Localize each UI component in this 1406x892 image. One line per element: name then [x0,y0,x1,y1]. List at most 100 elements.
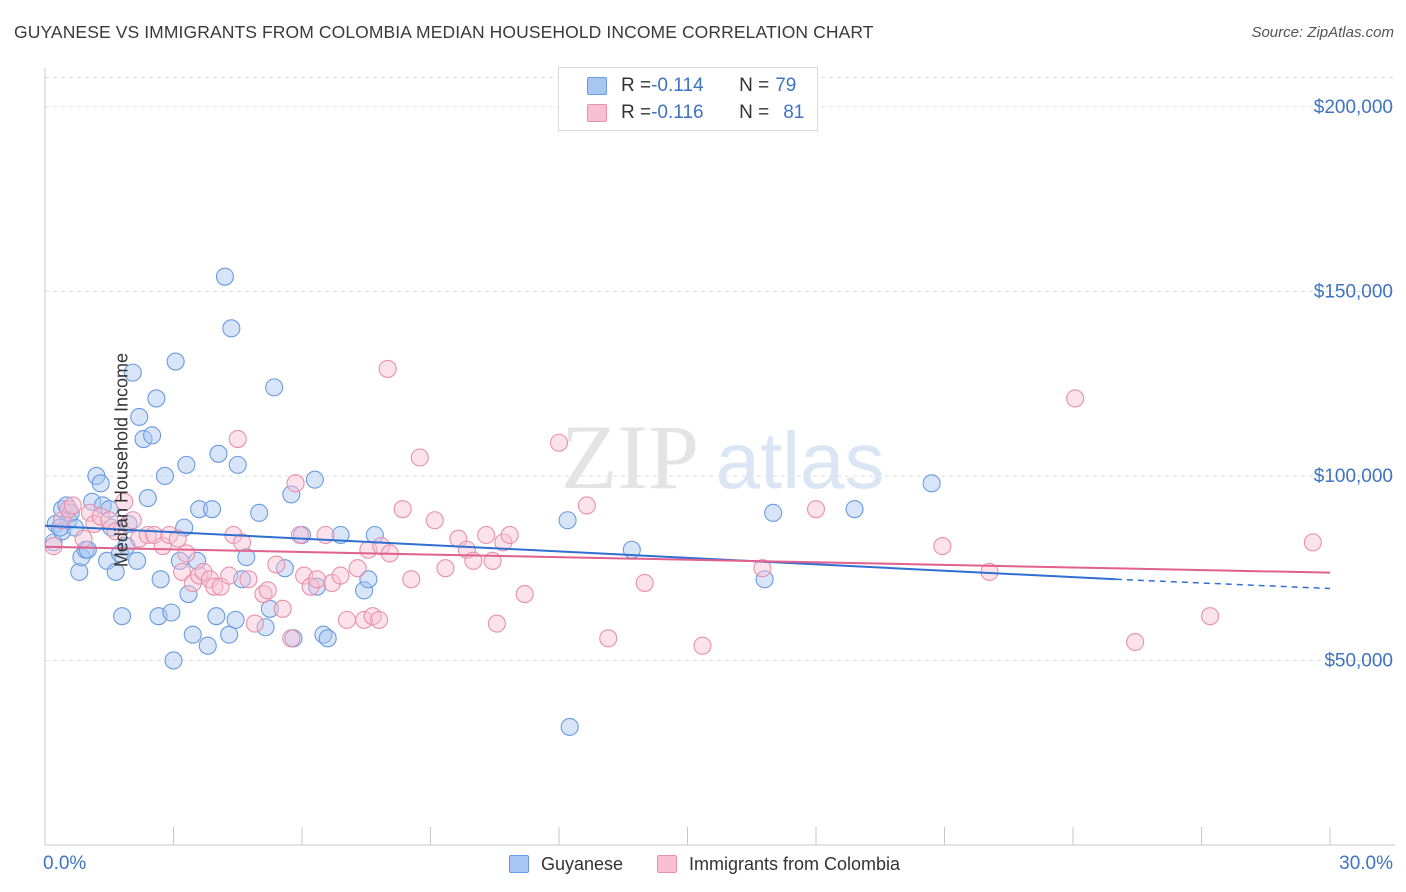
bottom-legend-label-guyanese: Guyanese [541,853,624,874]
point-guyanese [130,407,149,426]
chart-title: GUYANESE VS IMMIGRANTS FROM COLOMBIA MED… [14,22,874,42]
point-guyanese [558,511,577,530]
point-guyanese [922,474,941,493]
point-guyanese [166,352,185,371]
point-guyanese [190,500,209,519]
point-colombia [177,544,196,563]
point-guyanese [265,378,284,397]
point-guyanese [113,607,132,626]
point-colombia [378,359,397,378]
point-colombia [402,570,421,589]
point-colombia [286,474,305,493]
point-colombia [80,503,100,522]
legend-r-value: -0.114 [651,75,704,96]
point-guyanese [755,570,774,589]
point-colombia [436,559,455,578]
legend-n-value: 81 [783,102,805,123]
point-colombia [457,540,476,559]
point-guyanese [331,525,350,545]
data-points [44,267,1322,736]
point-colombia [370,610,389,629]
trend-line-guyanese [44,524,1116,581]
x-tick-label: 30.0% [1339,853,1393,874]
point-guyanese [215,267,234,286]
point-colombia [194,562,213,581]
point-guyanese [764,503,783,522]
bottom-legend-colombia: Immigrants from Colombia [657,852,900,876]
legend-row-guyanese: R = -0.114 N = 79 [587,74,796,98]
point-colombia [301,577,320,596]
point-guyanese [147,389,166,408]
watermark: ZIP atlas [561,406,884,508]
trend-lines [44,524,1331,590]
y-tick-label: $200,000 [1314,97,1393,118]
point-guyanese [78,540,97,559]
point-guyanese [91,474,110,493]
point-colombia [933,537,952,556]
point-guyanese [207,607,226,626]
point-colombia [183,573,202,593]
point-colombia [393,500,412,519]
point-colombia [115,492,134,511]
point-colombia [331,566,350,585]
point-guyanese [151,570,170,589]
point-colombia [693,636,712,655]
point-colombia [205,577,224,596]
point-colombia [106,522,125,541]
point-guyanese [305,470,324,489]
point-colombia [487,614,506,633]
point-guyanese [70,562,89,581]
axes [44,68,1395,846]
point-guyanese [282,485,301,504]
point-colombia [245,614,264,633]
point-guyanese [123,363,142,382]
point-colombia [1066,389,1085,408]
point-colombia [153,537,172,556]
point-guyanese [355,581,374,600]
y-tick-label: $100,000 [1314,466,1393,487]
point-guyanese [359,570,378,589]
point-colombia [599,629,618,648]
point-colombia [173,562,192,581]
legend-r-label: R = [621,75,652,96]
point-guyanese [128,551,147,570]
point-guyanese [228,455,247,474]
y-tick-label: $50,000 [1324,650,1393,671]
legend-swatch-guyanese [587,77,607,95]
point-colombia [282,629,301,648]
watermark-atlas: atlas [716,416,885,505]
legend-n-value: 79 [775,75,797,96]
point-colombia [635,573,654,593]
point-guyanese [226,610,245,629]
point-guyanese [177,455,196,474]
legend-row-colombia: R = -0.116 N = 81 [587,101,804,125]
point-colombia [258,581,277,600]
point-colombia [515,584,534,604]
point-guyanese [155,466,174,486]
point-colombia [753,559,772,578]
x-tick-label: 0.0% [43,853,86,874]
point-colombia [53,511,72,530]
legend-n-label: N = [739,75,770,96]
legend-swatch-colombia [587,104,607,122]
point-guyanese [845,500,864,519]
point-colombia [273,599,292,618]
point-colombia [290,525,309,545]
point-guyanese [143,426,162,445]
point-colombia [63,496,82,515]
point-colombia [806,500,826,519]
legend-n-label: N = [739,102,770,123]
point-colombia [1126,632,1145,652]
point-guyanese [318,629,337,648]
bottom-legend-label-colombia: Immigrants from Colombia [689,853,901,874]
point-colombia [348,559,367,578]
point-colombia [410,448,429,467]
point-guyanese [222,319,241,338]
point-colombia [307,570,327,589]
correlation-legend: R = -0.114 N = 79 R = -0.116 N = 81 [558,67,818,131]
bottom-legend-guyanese: Guyanese [509,852,623,876]
point-guyanese [162,603,181,622]
point-colombia [1303,533,1322,552]
watermark-zip: ZIP [561,406,699,508]
point-guyanese [307,577,327,596]
